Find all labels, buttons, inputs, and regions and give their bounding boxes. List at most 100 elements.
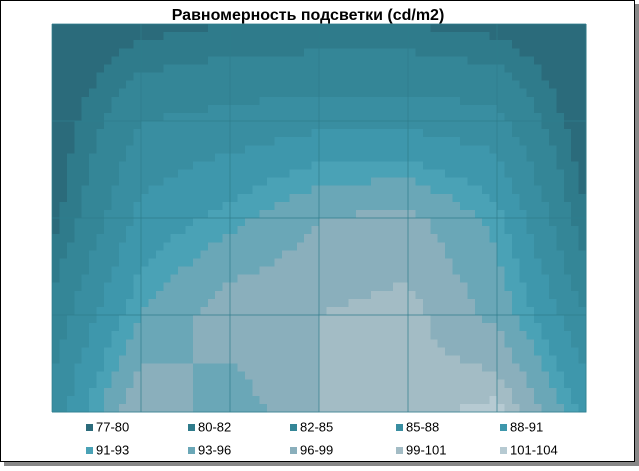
contour-cell bbox=[155, 274, 164, 284]
contour-cell bbox=[111, 371, 120, 381]
contour-cell bbox=[482, 145, 491, 154]
contour-cell bbox=[474, 32, 483, 41]
contour-cell bbox=[304, 209, 313, 219]
contour-cell bbox=[244, 371, 253, 381]
contour-cell bbox=[548, 48, 557, 57]
contour-cell bbox=[170, 88, 179, 98]
contour-cell bbox=[519, 209, 528, 219]
contour-cell bbox=[408, 169, 417, 179]
contour-cell bbox=[445, 290, 454, 300]
contour-cell bbox=[259, 161, 268, 171]
contour-cell bbox=[497, 371, 506, 381]
contour-cell bbox=[200, 24, 209, 33]
contour-cell bbox=[111, 88, 120, 98]
contour-cell bbox=[363, 371, 372, 381]
contour-cell bbox=[415, 48, 424, 57]
contour-cell bbox=[378, 24, 387, 33]
contour-cell bbox=[408, 218, 417, 227]
contour-cell bbox=[252, 395, 261, 405]
contour-cell bbox=[89, 315, 98, 324]
contour-cell bbox=[548, 371, 557, 381]
contour-cell bbox=[422, 339, 431, 348]
contour-cell bbox=[89, 290, 98, 300]
contour-cell bbox=[348, 96, 357, 106]
contour-cell bbox=[571, 80, 580, 90]
contour-cell bbox=[341, 40, 350, 49]
contour-cell bbox=[400, 387, 409, 397]
contour-cell bbox=[89, 80, 98, 90]
contour-cell bbox=[296, 40, 305, 49]
contour-cell bbox=[141, 274, 150, 284]
contour-cell bbox=[489, 96, 498, 106]
contour-cell bbox=[192, 72, 201, 82]
contour-cell bbox=[244, 298, 253, 308]
contour-cell bbox=[326, 242, 335, 251]
contour-cell bbox=[363, 185, 372, 195]
contour-cell bbox=[363, 32, 372, 41]
contour-cell bbox=[304, 88, 313, 98]
contour-cell bbox=[415, 363, 424, 373]
contour-cell bbox=[244, 355, 253, 365]
contour-cell bbox=[296, 161, 305, 171]
contour-cell bbox=[541, 80, 550, 90]
contour-cell bbox=[459, 331, 468, 340]
contour-cell bbox=[207, 234, 216, 243]
contour-cell bbox=[548, 282, 557, 292]
contour-cell bbox=[363, 242, 372, 251]
contour-cell bbox=[474, 185, 483, 195]
contour-cell bbox=[333, 363, 342, 373]
contour-cell bbox=[170, 169, 179, 179]
contour-cell bbox=[400, 371, 409, 381]
contour-cell bbox=[511, 379, 520, 389]
contour-cell bbox=[415, 177, 424, 187]
contour-cell bbox=[408, 145, 417, 154]
contour-cell bbox=[289, 169, 298, 179]
contour-cell bbox=[200, 185, 209, 195]
contour-cell bbox=[74, 24, 83, 33]
contour-cell bbox=[459, 242, 468, 251]
contour-cell bbox=[452, 258, 461, 268]
contour-cell bbox=[185, 355, 194, 365]
contour-cell bbox=[103, 88, 112, 98]
contour-cell bbox=[571, 315, 580, 324]
contour-cell bbox=[489, 88, 498, 98]
contour-cell bbox=[363, 209, 372, 219]
contour-cell bbox=[393, 339, 402, 348]
contour-cell bbox=[541, 64, 550, 74]
contour-cell bbox=[170, 371, 179, 381]
contour-cell bbox=[378, 395, 387, 405]
contour-cell bbox=[141, 363, 150, 373]
contour-cell bbox=[178, 32, 187, 41]
contour-cell bbox=[230, 169, 239, 179]
contour-cell bbox=[563, 96, 572, 106]
contour-cell bbox=[66, 258, 75, 268]
contour-cell bbox=[519, 24, 528, 33]
contour-cell bbox=[311, 339, 320, 348]
contour-cell bbox=[230, 96, 239, 106]
contour-cell bbox=[155, 24, 164, 33]
contour-cell bbox=[155, 121, 164, 130]
contour-cell bbox=[578, 371, 587, 381]
contour-cell bbox=[504, 363, 513, 373]
legend-label: 99-101 bbox=[406, 442, 446, 457]
contour-cell bbox=[178, 379, 187, 389]
contour-cell bbox=[244, 64, 253, 74]
contour-cell bbox=[578, 161, 587, 171]
contour-cell bbox=[430, 96, 439, 106]
contour-cell bbox=[289, 161, 298, 171]
contour-cell bbox=[430, 250, 439, 260]
contour-cell bbox=[556, 242, 565, 251]
contour-cell bbox=[526, 72, 535, 82]
contour-cell bbox=[556, 129, 565, 138]
contour-cell bbox=[103, 218, 112, 227]
contour-cell bbox=[408, 129, 417, 138]
contour-cell bbox=[378, 387, 387, 397]
contour-cell bbox=[541, 145, 550, 154]
contour-cell bbox=[445, 185, 454, 195]
contour-cell bbox=[519, 169, 528, 179]
contour-cell bbox=[319, 161, 328, 171]
contour-cell bbox=[252, 169, 261, 179]
contour-cell bbox=[445, 242, 454, 251]
contour-cell bbox=[74, 56, 83, 66]
contour-cell bbox=[74, 306, 83, 316]
